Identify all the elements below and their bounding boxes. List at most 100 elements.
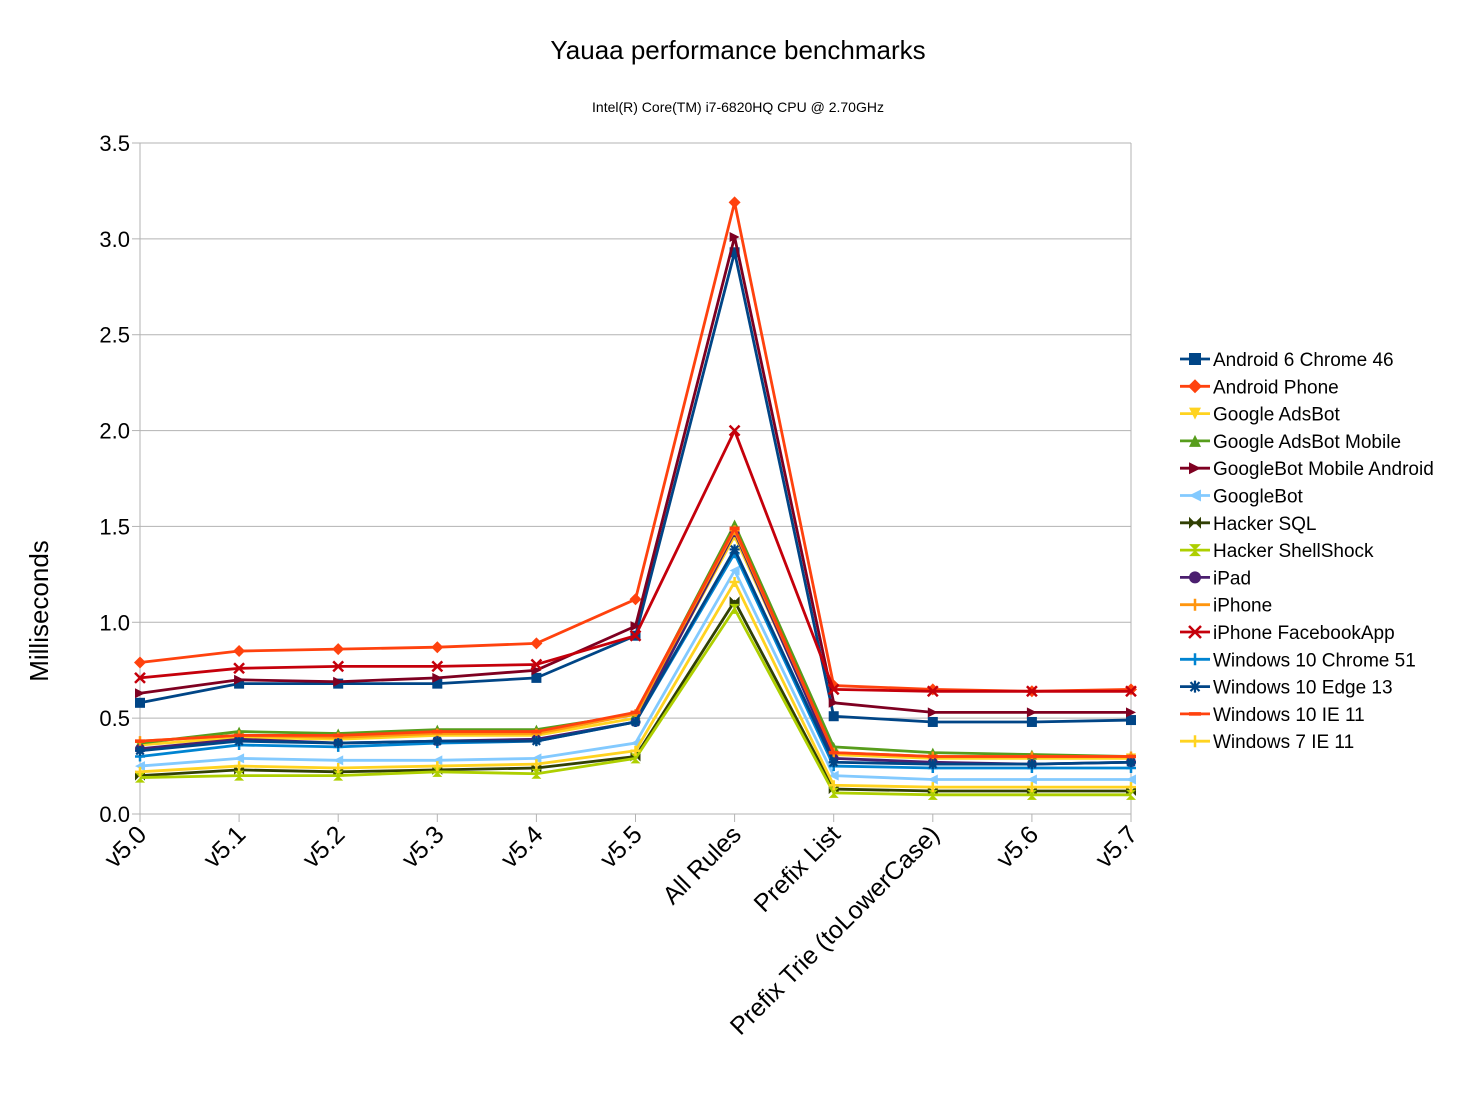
data-point <box>729 577 740 588</box>
data-point <box>234 770 245 781</box>
legend-label: Android 6 Chrome 46 <box>1213 350 1394 371</box>
data-point <box>828 711 839 722</box>
data-point <box>629 593 642 606</box>
legend-label: Windows 10 Chrome 51 <box>1213 650 1416 671</box>
data-point <box>926 683 939 696</box>
legend-label: GoogleBot Mobile Android <box>1213 459 1434 480</box>
data-point <box>728 424 741 437</box>
data-point <box>530 658 543 671</box>
data-point <box>1188 625 1202 639</box>
data-point <box>1189 735 1201 748</box>
chart-title: Yauaa performance benchmarks <box>550 35 925 65</box>
data-point <box>828 757 839 768</box>
data-point <box>431 641 444 654</box>
y-tick-label: 3.0 <box>99 227 130 252</box>
data-point <box>630 716 641 727</box>
data-point <box>432 678 443 689</box>
legend-item[interactable]: Windows 10 Chrome 51 <box>1180 650 1416 671</box>
legend-label: Android Phone <box>1213 377 1339 398</box>
data-point <box>1026 774 1037 785</box>
data-point <box>927 789 938 800</box>
data-point <box>531 768 542 779</box>
legend-item[interactable]: Google AdsBot Mobile <box>1180 432 1401 453</box>
data-point <box>630 710 641 715</box>
legend-item[interactable]: Hacker ShellShock <box>1180 541 1374 562</box>
data-point <box>432 672 443 683</box>
legend-item[interactable]: Hacker SQL <box>1180 514 1316 535</box>
x-tick-label: All Rules <box>657 820 747 910</box>
data-point <box>1126 754 1136 759</box>
data-point <box>1189 489 1201 502</box>
legend-label: iPhone FacebookApp <box>1213 623 1395 644</box>
data-point <box>729 596 740 607</box>
legend[interactable]: Android 6 Chrome 46 Android Phone Google A… <box>1180 350 1434 753</box>
data-point <box>927 716 938 727</box>
data-point <box>828 787 839 798</box>
data-point <box>135 739 145 743</box>
legend-item[interactable]: iPhone FacebookApp <box>1180 623 1395 644</box>
x-tick-label: v5.7 <box>1090 820 1143 873</box>
data-point <box>1125 685 1137 698</box>
data-point <box>234 736 245 747</box>
legend-item[interactable]: iPad <box>1180 568 1251 589</box>
data-point <box>927 707 938 718</box>
data-point <box>432 729 443 734</box>
data-point <box>333 676 344 687</box>
y-tick-label: 0.5 <box>99 706 130 731</box>
legend-item[interactable]: Windows 10 IE 11 <box>1180 705 1365 726</box>
legend-item[interactable]: Android Phone <box>1180 377 1339 398</box>
y-tick-label: 3.5 <box>99 131 130 156</box>
data-point <box>1126 782 1136 793</box>
data-point <box>1189 544 1201 557</box>
data-point <box>1189 516 1201 529</box>
data-point <box>729 231 740 242</box>
data-point <box>432 755 443 766</box>
data-point <box>1126 715 1136 726</box>
data-point <box>729 544 740 555</box>
data-point <box>1126 789 1136 800</box>
data-point <box>630 621 641 632</box>
data-point <box>1189 353 1201 365</box>
y-tick-label: 1.0 <box>99 610 130 635</box>
series-hacker-shellshock <box>135 603 1136 800</box>
data-point <box>233 662 245 675</box>
series-googlebot <box>135 565 1136 785</box>
series-line <box>139 429 1131 693</box>
legend-item[interactable]: Windows 10 Edge 13 <box>1180 678 1393 699</box>
data-point <box>629 629 642 642</box>
data-point <box>828 770 839 781</box>
x-tick-label: v5.6 <box>991 820 1044 873</box>
legend-item[interactable]: GoogleBot <box>1180 487 1304 508</box>
data-point <box>333 738 344 749</box>
legend-item[interactable]: GoogleBot Mobile Android <box>1180 459 1434 480</box>
data-point <box>1126 757 1136 768</box>
legend-label: Google AdsBot <box>1213 405 1340 426</box>
legend-label: GoogleBot <box>1213 487 1304 508</box>
series-android-6-chrome-46 <box>135 247 1136 727</box>
x-tick-label: Prefix Trie (toLowerCase) <box>725 820 945 1040</box>
y-axis-ticks: 0.0 0.5 1.0 1.5 2.0 2.5 3.0 3.5 <box>99 131 140 827</box>
legend-item[interactable]: iPhone <box>1180 596 1272 617</box>
data-point <box>530 637 543 650</box>
y-axis-label: Milliseconds <box>24 540 54 682</box>
x-tick-label: v5.4 <box>495 820 548 873</box>
legend-item[interactable]: Android 6 Chrome 46 <box>1180 350 1394 371</box>
data-point <box>531 729 542 734</box>
data-point <box>1188 379 1202 394</box>
data-point <box>134 671 146 684</box>
legend-item[interactable]: Windows 7 IE 11 <box>1180 732 1354 753</box>
y-tick-label: 0.0 <box>99 802 130 827</box>
legend-label: Windows 7 IE 11 <box>1213 732 1354 753</box>
data-point <box>1126 774 1136 785</box>
data-point <box>531 672 542 683</box>
data-point <box>333 755 344 766</box>
data-point <box>729 565 740 576</box>
legend-item[interactable]: Google AdsBot <box>1180 405 1340 426</box>
legend-label: iPhone <box>1213 596 1272 617</box>
data-point <box>233 645 246 658</box>
data-point <box>333 770 344 781</box>
data-point <box>135 772 145 783</box>
data-point <box>234 753 245 764</box>
data-point <box>729 526 740 531</box>
data-point <box>1189 680 1201 693</box>
